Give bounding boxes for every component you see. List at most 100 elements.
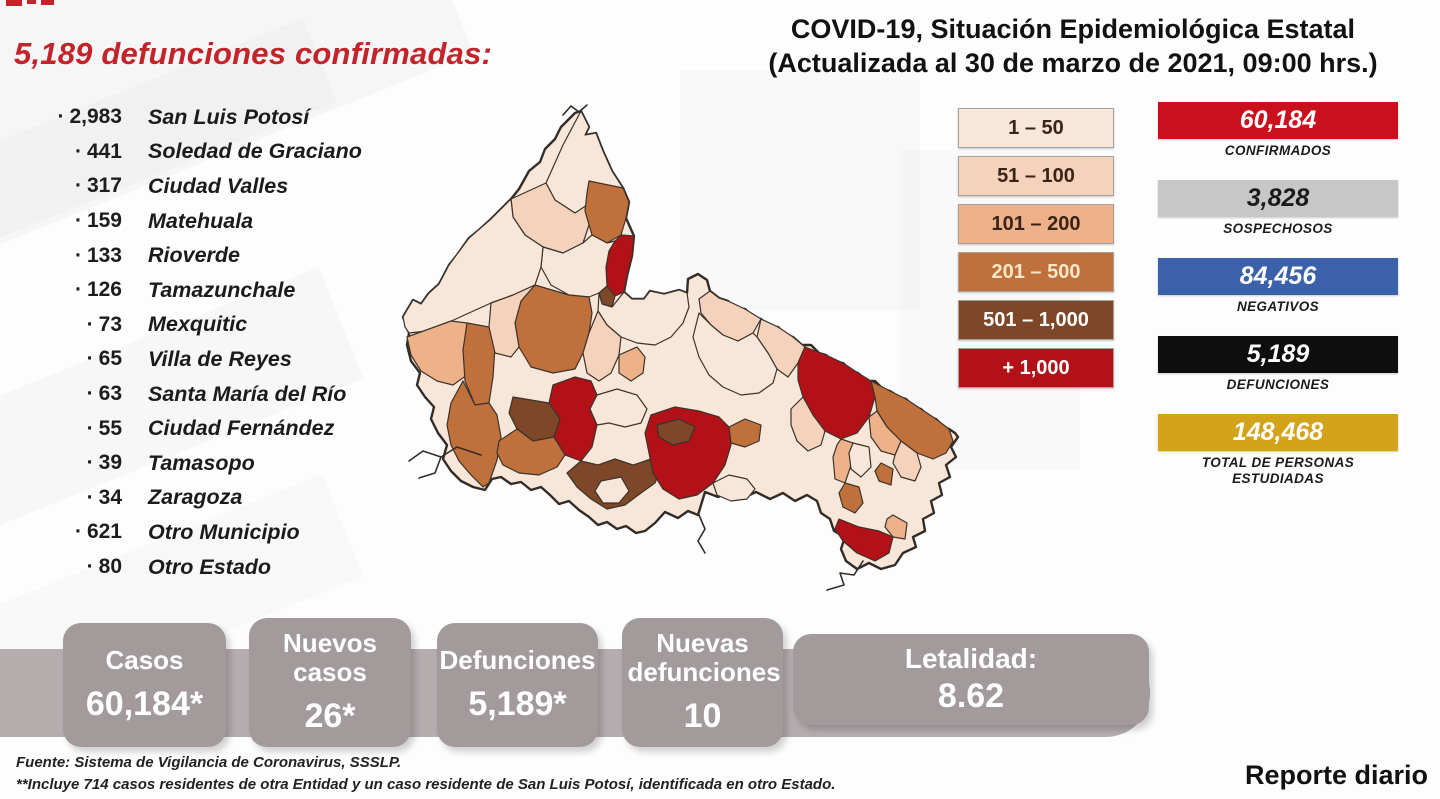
municipality: [656, 418, 696, 446]
municipality-name: Mexquitic: [148, 312, 248, 337]
page-title: COVID-19, Situación Epidemiológica Estat…: [712, 12, 1434, 80]
summary-label: Nuevos casos: [283, 628, 377, 687]
municipality: [868, 410, 902, 456]
municipality-name: Soledad de Graciano: [148, 139, 362, 164]
summary-label: Defunciones: [439, 645, 596, 675]
municipality: [582, 310, 622, 382]
list-item: · 133 Rioverde: [30, 238, 362, 273]
death-count: 441: [86, 139, 122, 163]
state-choropleth-map: [393, 85, 968, 605]
municipality: [728, 418, 762, 448]
legend-item: 51 – 100: [958, 156, 1114, 196]
stat-confirmados: 60,184 CONFIRMADOS: [1158, 102, 1398, 159]
municipality: [402, 198, 544, 334]
bullet: ·: [74, 278, 82, 302]
death-count: 317: [86, 174, 122, 198]
list-item: · 317 Ciudad Valles: [30, 169, 362, 204]
boundary-line: [418, 456, 442, 479]
legend-item: 1 – 50: [958, 108, 1114, 148]
municipality-name: Rioverde: [148, 243, 241, 268]
title-line-2: (Actualizada al 30 de marzo de 2021, 09:…: [768, 48, 1378, 78]
bullet: ·: [86, 485, 94, 509]
stat-negativos: 84,456 NEGATIVOS: [1158, 258, 1398, 315]
summary-value: 60,184*: [85, 685, 204, 723]
municipality: [594, 476, 630, 504]
bullet: ·: [86, 312, 94, 336]
list-item: · 2,983 San Luis Potosí: [30, 100, 362, 135]
cropped-logo-fragment: [41, 0, 54, 5]
municipality: [540, 234, 616, 298]
list-item: · 34 Zaragoza: [30, 481, 362, 516]
municipality: [712, 474, 756, 502]
municipality: [838, 482, 864, 514]
stat-label: TOTAL DE PERSONAS ESTUDIADAS: [1201, 455, 1355, 486]
municipality-name: Zaragoza: [148, 485, 243, 510]
stat-value-bar: 148,468: [1158, 414, 1398, 451]
list-item: · 55 Ciudad Fernández: [30, 411, 362, 446]
municipality: [584, 180, 630, 244]
bullet: ·: [86, 451, 94, 475]
deaths-by-municipality-list: · 2,983 San Luis Potosí · 441 Soledad de Gra…: [30, 100, 362, 585]
municipality: [790, 396, 826, 452]
stat-value-bar: 60,184: [1158, 102, 1398, 139]
municipality: [884, 514, 908, 540]
boundary-line: [562, 104, 588, 116]
list-item: · 126 Tamazunchale: [30, 273, 362, 308]
death-count: 80: [98, 555, 122, 579]
death-count: 63: [98, 382, 122, 406]
municipality: [618, 346, 646, 382]
municipality: [834, 518, 894, 562]
stat-value-bar: 84,456: [1158, 258, 1398, 295]
summary-box-nuevos-casos: Nuevos casos 26*: [249, 618, 411, 747]
footnote-line: **Incluye 714 casos residentes de otra E…: [16, 776, 836, 793]
municipality-name: Ciudad Valles: [148, 173, 289, 198]
title-line-1: COVID-19, Situación Epidemiológica Estat…: [790, 14, 1356, 44]
summary-label: Letalidad:: [904, 642, 1038, 674]
list-item: · 73 Mexquitic: [30, 308, 362, 343]
list-item: · 441 Soledad de Graciano: [30, 135, 362, 170]
legend-item: 201 – 500: [958, 252, 1114, 292]
deaths-heading: 5,189 defunciones confirmadas:: [14, 36, 493, 71]
municipality-name: San Luis Potosí: [148, 104, 310, 129]
legend-item: 501 – 1,000: [958, 300, 1114, 340]
stat-label: NEGATIVOS: [1236, 299, 1320, 314]
death-count: 621: [86, 520, 122, 544]
death-count: 65: [98, 347, 122, 371]
death-count: 39: [98, 451, 122, 475]
municipality-name: Matehuala: [148, 208, 254, 233]
list-item: · 80 Otro Estado: [30, 550, 362, 585]
summary-box-casos: Casos 60,184*: [63, 623, 226, 747]
summary-box-letalidad: Letalidad: 8.62: [793, 634, 1149, 725]
municipality: [892, 440, 922, 482]
bullet: ·: [86, 347, 94, 371]
summary-box-defunciones: Defunciones 5,189*: [437, 623, 598, 747]
boundary-line: [697, 514, 706, 554]
municipality-name: Tamasopo: [148, 450, 255, 475]
summary-value: 10: [683, 697, 722, 735]
municipality: [446, 380, 502, 488]
stat-defunciones: 5,189 DEFUNCIONES: [1158, 336, 1398, 393]
summary-value: 26*: [304, 697, 356, 735]
source-line: Fuente: Sistema de Vigilancia de Coronav…: [16, 754, 402, 771]
death-count: 34: [98, 485, 122, 509]
death-count: 159: [86, 209, 122, 233]
stat-label: SOSPECHOSOS: [1223, 221, 1333, 236]
cropped-logo-fragment: [6, 0, 22, 6]
list-item: · 63 Santa María del Río: [30, 377, 362, 412]
death-count: 2,983: [69, 105, 122, 129]
death-count: 73: [98, 312, 122, 336]
bullet: ·: [74, 139, 82, 163]
municipality-name: Otro Estado: [148, 554, 272, 579]
stat-value-bar: 3,828: [1158, 180, 1398, 217]
summary-value: 8.62: [937, 676, 1005, 715]
stat-sospechosos: 3,828 SOSPECHOSOS: [1158, 180, 1398, 237]
boundary-line: [826, 560, 864, 591]
map-legend: 1 – 50 51 – 100 101 – 200 201 – 500 501 …: [958, 108, 1114, 396]
municipality-name: Santa María del Río: [148, 381, 347, 406]
summary-label: Casos: [105, 645, 184, 675]
bullet: ·: [86, 555, 94, 579]
bullet: ·: [74, 520, 82, 544]
report-type-label: Reporte diario: [1244, 760, 1428, 790]
municipality-name: Otro Municipio: [148, 519, 300, 544]
